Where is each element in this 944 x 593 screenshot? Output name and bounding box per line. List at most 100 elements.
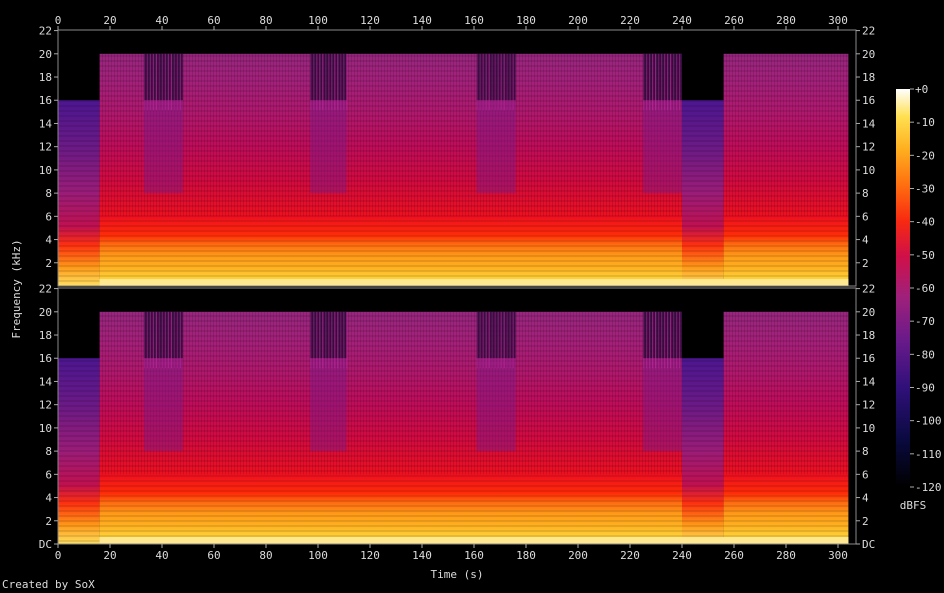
y-tick-label: 12 (862, 141, 875, 154)
x-tick-label: 260 (724, 14, 744, 27)
sparse-streak (476, 53, 478, 111)
sparse-streak (173, 53, 175, 111)
x-tick-label: 160 (464, 549, 484, 562)
sparse-streak (670, 53, 672, 111)
sparse-streak (506, 311, 508, 369)
sparse-streak (667, 311, 669, 369)
sparse-streak (679, 53, 681, 111)
sparse-streak (664, 311, 666, 369)
sparse-streak (167, 311, 169, 369)
y-tick-label: 16 (862, 352, 875, 365)
sparse-streak (155, 53, 157, 111)
sparse-streak (655, 53, 657, 111)
sparse-streak (476, 311, 478, 369)
y-tick-label: 2 (45, 515, 52, 528)
sparse-streak (658, 53, 660, 111)
sparse-streak (512, 311, 514, 369)
y-tick-label: 12 (862, 399, 875, 412)
sparse-streak (346, 311, 348, 369)
sparse-streak (316, 53, 318, 111)
y-tick-label: 8 (45, 187, 52, 200)
sparse-streak (643, 311, 645, 369)
y-tick-label: 6 (862, 468, 869, 481)
sparse-streak (161, 53, 163, 111)
sparse-streak (646, 53, 648, 111)
x-tick-label: 260 (724, 549, 744, 562)
colorbar-tick-label: -40 (915, 216, 935, 229)
x-axis-title: Time (s) (431, 568, 484, 581)
y-tick-label: 10 (862, 164, 875, 177)
sparse-region (476, 100, 516, 194)
y-tick-label: 18 (862, 329, 875, 342)
colorbar-tick-label: -70 (915, 315, 935, 328)
x-tick-label: 240 (672, 549, 692, 562)
sparse-streak (176, 53, 178, 111)
y-tick-label: 22 (39, 283, 52, 296)
sparse-streak (506, 53, 508, 111)
sparse-streak (179, 53, 181, 111)
x-tick-label: 140 (412, 549, 432, 562)
x-tick-label: 200 (568, 14, 588, 27)
x-tick-label: 300 (828, 14, 848, 27)
colorbar-label: dBFS (900, 499, 927, 512)
sparse-region (476, 358, 516, 452)
y-tick-label: 6 (45, 210, 52, 223)
colorbar-tick-label: +0 (915, 83, 928, 96)
y-axis-left: 2 4 6 8 10 12 14 16 18 20 22 DC 2 4 6 8 10 12 14 16 18 20 22 (39, 25, 58, 551)
y-tick-label: DC (39, 538, 52, 551)
colorbar: +0 -10 -20 -30 -40 -50 -60 -70 -80 -90 -100 -110 -12… (896, 83, 942, 512)
sparse-streak (325, 53, 327, 111)
sparse-streak (670, 311, 672, 369)
sparse-streak (503, 53, 505, 111)
sparse-streak (649, 53, 651, 111)
sparse-streak (325, 311, 327, 369)
sparse-streak (173, 311, 175, 369)
x-tick-label: 100 (308, 14, 328, 27)
sparse-streak (313, 311, 315, 369)
y-tick-label: 16 (39, 94, 52, 107)
spectrogram-channel-1 (57, 29, 857, 287)
sparse-streak (167, 53, 169, 111)
y-axis-right: 2 4 6 8 10 12 14 16 18 20 22 DC 2 4 6 8 10 12 14 16 18 20 22 (856, 25, 876, 551)
sparse-streak (500, 311, 502, 369)
sparse-streak (676, 53, 678, 111)
sparse-streak (343, 311, 345, 369)
sparse-region (310, 358, 347, 452)
sparse-streak (485, 53, 487, 111)
y-tick-label: 18 (862, 71, 875, 84)
colorbar-tick-label: -110 (915, 448, 942, 461)
y-tick-label: 20 (862, 306, 875, 319)
y-tick-label: 4 (45, 234, 52, 247)
sparse-streak (176, 311, 178, 369)
sparse-streak (170, 53, 172, 111)
y-axis-title: Frequency (kHz) (10, 239, 23, 338)
colorbar-tick-label: -120 (915, 481, 942, 494)
sparse-streak (337, 311, 339, 369)
colorbar-tick-label: -100 (915, 415, 942, 428)
colorbar-tick-label: -80 (915, 348, 935, 361)
sparse-streak (646, 311, 648, 369)
sparse-streak (331, 53, 333, 111)
y-tick-label: 14 (862, 117, 876, 130)
y-tick-label: 14 (39, 375, 53, 388)
x-tick-label: 100 (308, 549, 328, 562)
sparse-streak (673, 53, 675, 111)
sparse-streak (643, 53, 645, 111)
y-tick-label: 18 (39, 71, 52, 84)
sparse-region (643, 358, 682, 452)
plot-area (57, 29, 857, 545)
x-tick-label: 0 (55, 14, 62, 27)
y-tick-label: 20 (39, 48, 52, 61)
sparse-streak (491, 53, 493, 111)
sparse-region (310, 100, 347, 194)
sparse-region (143, 100, 183, 194)
sparse-streak (152, 311, 154, 369)
sparse-streak (164, 53, 166, 111)
x-tick-label: 280 (776, 549, 796, 562)
transient-lines (99, 53, 683, 217)
spectral-bands (58, 100, 100, 287)
transient-lines (723, 53, 849, 217)
y-tick-label: 12 (39, 141, 52, 154)
x-tick-label: 80 (259, 14, 272, 27)
sparse-streak (158, 53, 160, 111)
